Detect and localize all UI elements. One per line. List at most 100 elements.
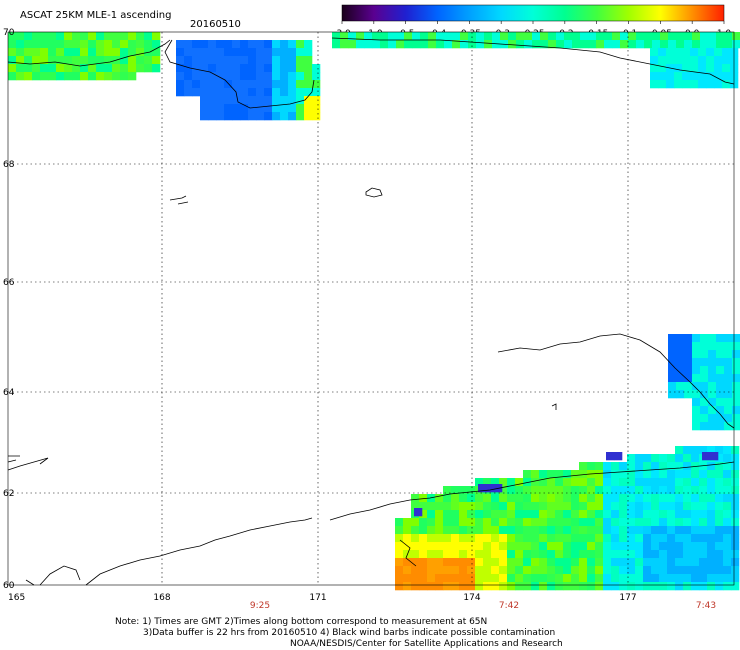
wind-cell bbox=[120, 32, 129, 41]
wind-cell bbox=[635, 494, 644, 503]
wind-cell bbox=[412, 32, 421, 41]
wind-cell bbox=[587, 510, 596, 519]
wind-cell bbox=[683, 518, 692, 527]
wind-cell bbox=[96, 56, 105, 65]
wind-cell bbox=[451, 526, 460, 535]
wind-cell bbox=[603, 510, 612, 519]
wind-cell bbox=[459, 518, 468, 527]
wind-cell bbox=[716, 358, 725, 367]
wind-cell bbox=[603, 518, 612, 527]
wind-cell bbox=[627, 462, 636, 471]
wind-cell bbox=[659, 526, 668, 535]
wind-cell bbox=[643, 470, 652, 479]
wind-cell bbox=[531, 550, 540, 559]
wind-cell bbox=[8, 48, 17, 57]
wind-cell bbox=[611, 582, 620, 591]
wind-cell bbox=[699, 478, 708, 487]
wind-cell bbox=[732, 350, 740, 359]
wind-cell bbox=[691, 582, 700, 591]
wind-cell bbox=[731, 526, 740, 535]
wind-cell bbox=[296, 40, 305, 49]
wind-cell bbox=[579, 470, 588, 479]
wind-cell bbox=[184, 64, 193, 73]
wind-cell bbox=[112, 72, 121, 81]
wind-cell bbox=[714, 72, 723, 81]
wind-cell bbox=[643, 526, 652, 535]
wind-cell bbox=[88, 48, 97, 57]
wind-cell bbox=[548, 32, 557, 41]
wind-cell bbox=[659, 478, 668, 487]
wind-cell bbox=[88, 64, 97, 73]
wind-cell bbox=[492, 40, 501, 49]
wind-cell bbox=[403, 558, 412, 567]
wind-cell bbox=[650, 72, 659, 81]
wind-cell bbox=[611, 470, 620, 479]
wind-cell bbox=[714, 80, 723, 89]
wind-cell bbox=[403, 566, 412, 575]
wind-cell bbox=[412, 40, 421, 49]
wind-cell bbox=[683, 454, 692, 463]
wind-cell bbox=[152, 40, 161, 49]
wind-cell bbox=[296, 80, 305, 89]
wind-cell bbox=[264, 104, 273, 113]
lat-label: 66 bbox=[3, 278, 15, 288]
wind-cell bbox=[340, 40, 349, 49]
wind-cell bbox=[555, 566, 564, 575]
wind-cell bbox=[459, 542, 468, 551]
wind-cell bbox=[304, 64, 313, 73]
wind-cell bbox=[690, 80, 699, 89]
wind-cell bbox=[723, 470, 732, 479]
wind-cell bbox=[668, 382, 677, 391]
wind-cell bbox=[619, 574, 628, 583]
wind-cell bbox=[304, 72, 313, 81]
wind-cell bbox=[216, 56, 225, 65]
wind-cell bbox=[667, 542, 676, 551]
wind-cell bbox=[483, 574, 492, 583]
lat-label: 68 bbox=[3, 160, 15, 170]
wind-cell bbox=[16, 72, 25, 81]
wind-cell bbox=[248, 96, 257, 105]
wind-cell bbox=[499, 574, 508, 583]
wind-cell bbox=[216, 88, 225, 97]
wind-cell bbox=[723, 582, 732, 591]
lat-lon-grid bbox=[7, 31, 735, 586]
wind-cell bbox=[539, 566, 548, 575]
wind-cell bbox=[722, 80, 731, 89]
coastline bbox=[169, 195, 189, 205]
wind-cell bbox=[364, 32, 373, 41]
wind-cell bbox=[32, 72, 41, 81]
wind-cell bbox=[128, 56, 137, 65]
wind-cell bbox=[643, 574, 652, 583]
wind-cell bbox=[486, 484, 495, 493]
wind-cell bbox=[256, 88, 265, 97]
wind-cell bbox=[80, 64, 89, 73]
wind-cell bbox=[715, 486, 724, 495]
wind-cell bbox=[715, 518, 724, 527]
wind-cell bbox=[152, 64, 161, 73]
wind-cell bbox=[635, 518, 644, 527]
wind-cell bbox=[683, 478, 692, 487]
wind-cell bbox=[483, 542, 492, 551]
wind-cell bbox=[675, 550, 684, 559]
wind-cell bbox=[707, 478, 716, 487]
wind-cell bbox=[627, 478, 636, 487]
wind-cell bbox=[411, 502, 420, 511]
wind-cell bbox=[491, 534, 500, 543]
wind-cell bbox=[668, 358, 677, 367]
wind-cell bbox=[459, 486, 468, 495]
wind-cell bbox=[288, 88, 297, 97]
wind-cell bbox=[304, 96, 313, 105]
wind-cell bbox=[547, 582, 556, 591]
wind-cell bbox=[547, 518, 556, 527]
wind-cell bbox=[667, 558, 676, 567]
wind-cell bbox=[128, 64, 137, 73]
wind-cell bbox=[459, 510, 468, 519]
wind-cell bbox=[539, 534, 548, 543]
wind-cell bbox=[619, 582, 628, 591]
wind-cell bbox=[666, 56, 675, 65]
wind-cell bbox=[372, 32, 381, 41]
wind-cell bbox=[595, 542, 604, 551]
wind-cell bbox=[475, 550, 484, 559]
wind-cell bbox=[676, 32, 685, 41]
